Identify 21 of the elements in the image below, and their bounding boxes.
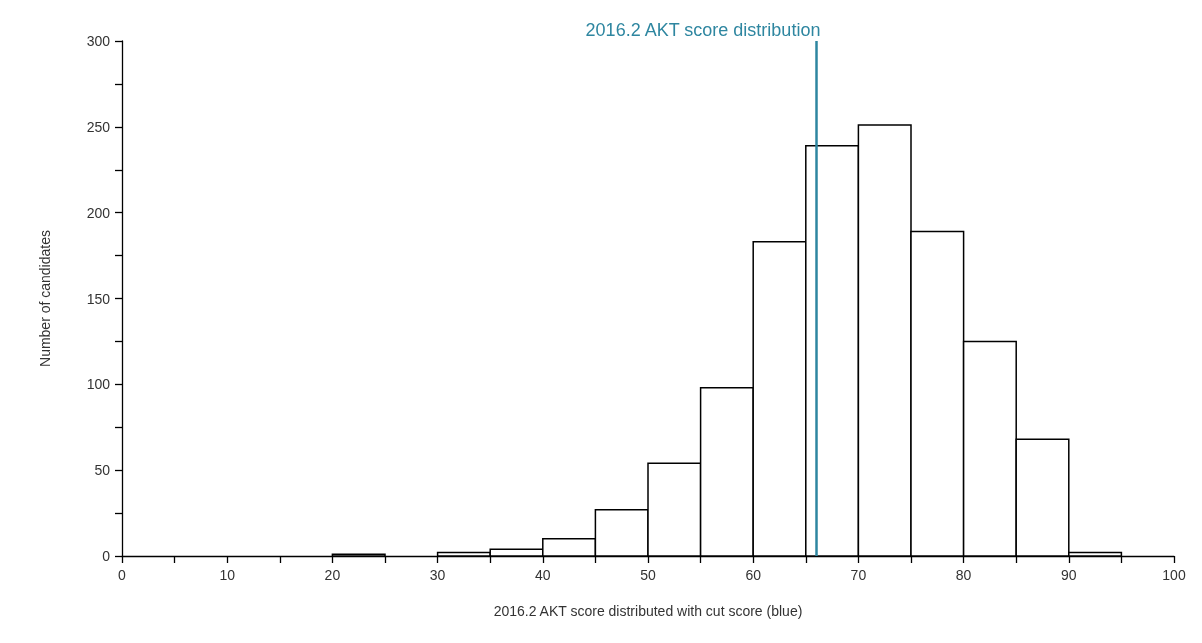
y-axis-title: Number of candidates (37, 230, 53, 367)
x-tick-label: 0 (118, 567, 127, 583)
x-tick-label: 80 (955, 567, 972, 583)
x-tick-label: 90 (1061, 567, 1077, 583)
chart-title: 2016.2 AKT score distribution (585, 20, 821, 40)
x-axis-title: 2016.2 AKT score distributed with cut score (blue) (493, 603, 803, 619)
x-tick-label: 50 (640, 567, 656, 583)
y-tick-label: 250 (86, 118, 111, 135)
x-tick-label: 10 (219, 567, 236, 583)
y-tick-label: 0 (102, 548, 111, 564)
y-tick-label: 300 (86, 33, 111, 49)
x-tick-label: 60 (745, 567, 762, 583)
x-tick-label: 100 (1162, 567, 1186, 583)
x-tick-label: 70 (850, 567, 867, 583)
x-tick-label: 20 (324, 567, 341, 583)
y-tick-label: 200 (86, 204, 111, 221)
x-tick-label: 30 (429, 567, 446, 583)
x-tick-label: 40 (535, 567, 551, 583)
y-tick-label: 150 (86, 290, 111, 307)
y-tick-label: 100 (86, 376, 111, 393)
y-tick-label: 50 (94, 462, 111, 479)
